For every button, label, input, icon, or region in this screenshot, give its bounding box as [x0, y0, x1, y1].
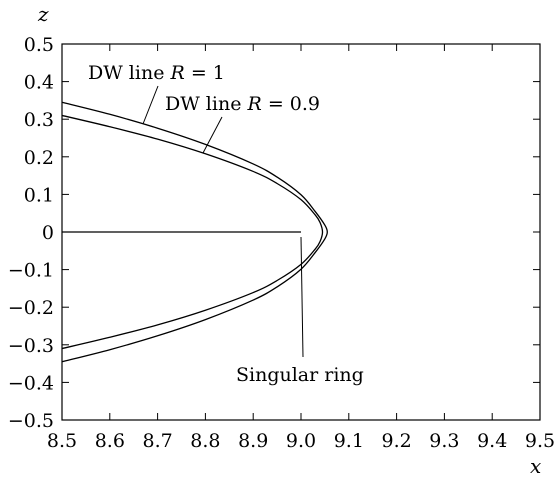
x-tick-label: 9.1 — [334, 430, 364, 452]
y-tick-label: 0 — [42, 222, 54, 244]
leader-dw-line-r1 — [142, 85, 159, 125]
y-tick-label: −0.3 — [8, 335, 54, 357]
series-line-dw-r1 — [61, 101, 328, 363]
y-tick-label: 0.3 — [24, 109, 54, 131]
x-tick-labels: 8.5 8.6 8.7 8.8 8.9 9.0 9.1 9.2 9.3 9.4 9.5 — [47, 430, 555, 452]
series-group — [61, 101, 328, 363]
x-tick-label: 8.5 — [47, 430, 77, 452]
x-axis-title: x — [530, 454, 541, 478]
x-tick-label: 8.8 — [190, 430, 220, 452]
y-tick-labels: 0.5 0.4 0.3 0.2 0.1 0 −0.1 −0.2 −0.3 −0.4 −0.5 — [8, 34, 54, 432]
y-tick-label: −0.2 — [8, 297, 54, 319]
series-line-dw-r09 — [61, 114, 324, 350]
tick-marks — [61, 43, 541, 421]
y-tick-label: −0.1 — [8, 260, 54, 282]
x-tick-label: 9.4 — [477, 430, 507, 452]
y-tick-label: 0.5 — [24, 34, 54, 56]
y-tick-label: 0.2 — [24, 147, 54, 169]
y-tick-label: −0.5 — [8, 410, 54, 432]
x-tick-label: 8.7 — [142, 430, 172, 452]
x-tick-label: 9.0 — [286, 430, 316, 452]
y-tick-label: 0.4 — [24, 72, 54, 94]
annotation-dw-line-r09: DW line R = 0.9 — [165, 93, 320, 115]
annotation-singular-ring: Singular ring — [236, 364, 364, 386]
annotation-dw-line-r1: DW line R = 1 — [88, 62, 225, 84]
x-tick-label: 8.6 — [95, 430, 125, 452]
y-tick-label: −0.4 — [8, 372, 54, 394]
leader-dw-line-r09 — [202, 116, 223, 154]
x-tick-label: 8.9 — [238, 430, 268, 452]
leader-singular-ring — [300, 236, 304, 358]
x-tick-label: 9.2 — [381, 430, 411, 452]
y-tick-label: 0.1 — [24, 184, 54, 206]
x-tick-label: 9.5 — [525, 430, 555, 452]
annotations: DW line R = 1 DW line R = 0.9 Singular r… — [88, 62, 364, 386]
y-axis-title: z — [37, 2, 49, 26]
x-tick-label: 9.3 — [429, 430, 459, 452]
